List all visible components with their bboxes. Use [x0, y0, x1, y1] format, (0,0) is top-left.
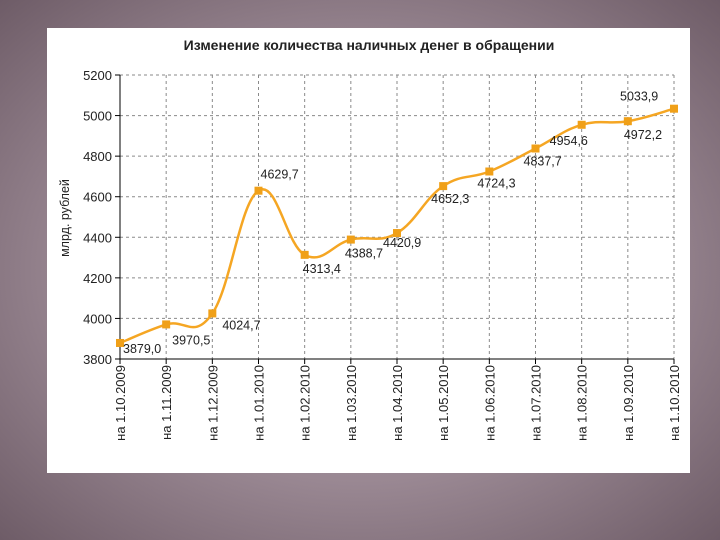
data-series [116, 104, 678, 347]
axes: 3800 4000 4200 4400 4600 4800 5000 5200 на 1.10.… [83, 68, 682, 441]
x-tick-label: на 1.09.2010 [621, 365, 636, 441]
x-tick-label: на 1.01.2010 [252, 365, 267, 441]
x-tick-label: на 1.08.2010 [575, 365, 590, 441]
y-tick-label: 3800 [83, 352, 112, 367]
y-tick-label: 4600 [83, 190, 112, 205]
data-label: 3970,5 [172, 333, 210, 347]
data-label: 4954,6 [550, 134, 588, 148]
x-tick-label: на 1.05.2010 [436, 365, 451, 441]
line-chart: Изменение количества наличных денег в об… [58, 37, 682, 441]
data-label: 4629,7 [261, 168, 299, 182]
data-point [346, 235, 355, 244]
data-point [485, 167, 494, 176]
data-point [577, 120, 586, 129]
x-tick-label: на 1.03.2010 [344, 365, 359, 441]
data-point [670, 104, 678, 113]
y-tick-label: 4400 [83, 230, 112, 245]
gridlines [120, 74, 675, 359]
data-point [116, 338, 124, 347]
x-tick-label: на 1.10.2009 [113, 365, 128, 441]
data-point [531, 144, 540, 153]
x-tick-label: на 1.02.2010 [298, 365, 313, 441]
x-tick-label: на 1.06.2010 [482, 365, 497, 441]
data-label: 4388,7 [345, 247, 383, 261]
x-tick-label: на 1.07.2010 [529, 365, 544, 441]
data-point [393, 229, 401, 238]
data-point [439, 182, 448, 191]
data-label: 5033,9 [620, 90, 658, 104]
data-point [162, 320, 171, 329]
data-label: 4972,2 [624, 128, 662, 142]
data-label: 4652,3 [431, 192, 469, 206]
data-point [300, 250, 309, 259]
x-tick-label: на 1.04.2010 [390, 365, 405, 441]
chart-panel: Изменение количества наличных денег в об… [47, 28, 690, 473]
data-point [254, 186, 263, 195]
data-label: 4313,4 [303, 262, 341, 276]
data-label: 4420,9 [383, 236, 421, 250]
x-tick-label: на 1.11.2009 [159, 365, 174, 440]
x-tick-label: на 1.10.2010 [667, 365, 682, 441]
y-axis-title: млрд. рублей [58, 179, 72, 257]
y-tick-label: 4800 [83, 149, 112, 164]
y-tick-label: 5000 [83, 109, 112, 124]
data-labels: 3879,0 3970,5 4024,7 4629,7 4313,4 4388,74420… [123, 90, 662, 356]
chart-title: Изменение количества наличных денег в об… [184, 37, 555, 53]
data-point [623, 117, 632, 126]
data-label: 4837,7 [524, 154, 562, 168]
data-label: 3879,0 [123, 342, 161, 356]
data-label: 4724,3 [477, 176, 515, 190]
x-tick-label: на 1.12.2009 [205, 365, 220, 441]
y-tick-label: 5200 [83, 68, 112, 83]
y-tick-label: 4000 [83, 311, 112, 326]
data-point [208, 309, 217, 318]
y-tick-label: 4200 [83, 271, 112, 286]
data-label: 4024,7 [222, 318, 260, 332]
